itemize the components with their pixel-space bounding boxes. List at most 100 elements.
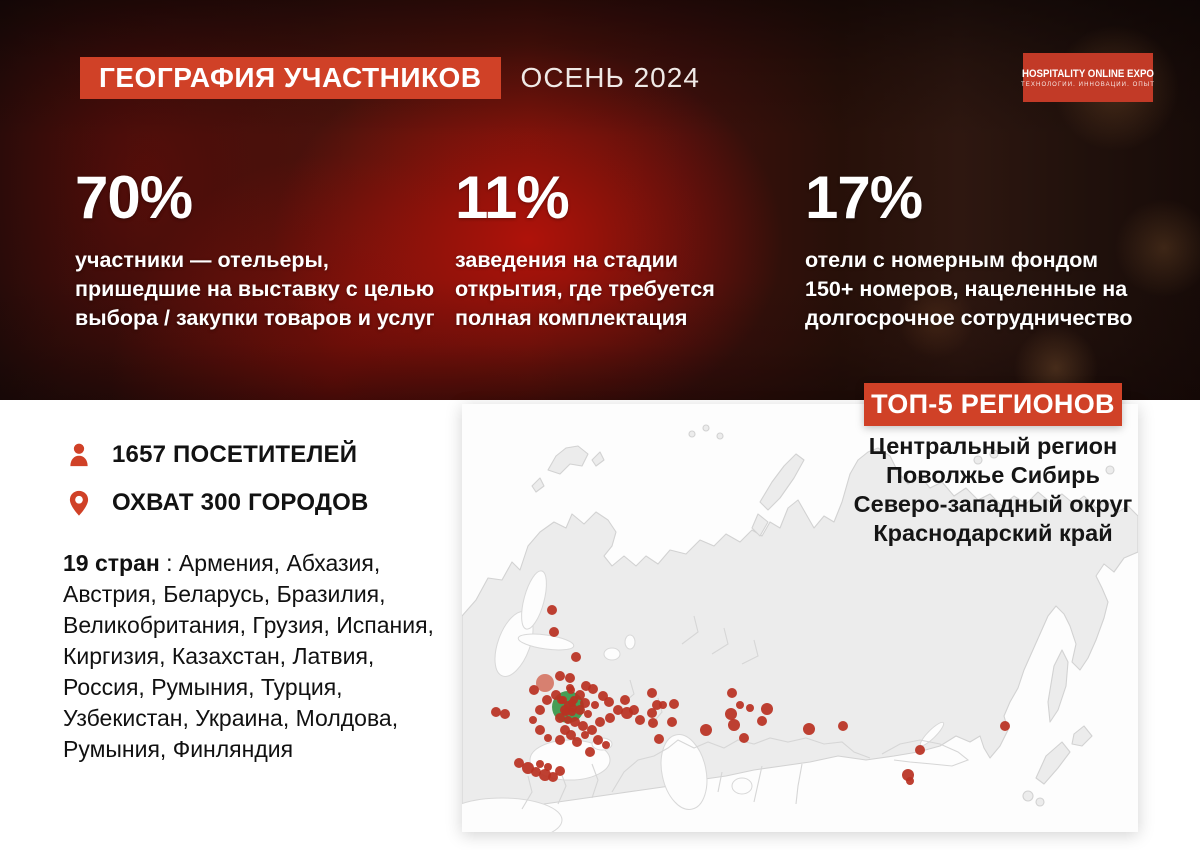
map-dot	[529, 684, 540, 695]
map-dot	[548, 627, 559, 638]
page-title: ГЕОГРАФИЯ УЧАСТНИКОВ	[80, 57, 501, 99]
map-dot	[555, 713, 566, 724]
visitors-count: 1657 ПОСЕТИТЕЛЕЙ	[112, 441, 358, 468]
map-dot	[500, 708, 511, 719]
map-dot	[735, 700, 744, 709]
cities-count: ОХВАТ 300 ГОРОДОВ	[112, 489, 369, 516]
region-item: Центральный регион	[868, 433, 1118, 459]
map-dot	[634, 714, 645, 725]
map-dot	[568, 703, 577, 712]
map-dot	[539, 769, 552, 782]
map-dot	[591, 700, 600, 709]
map-dot	[568, 699, 577, 708]
region-item: Краснодарский край	[873, 520, 1113, 546]
map-dot	[738, 732, 749, 743]
map-dot	[490, 707, 501, 718]
map-dot	[592, 734, 603, 745]
map-dot	[555, 765, 566, 776]
map-dot	[669, 699, 680, 710]
map-dot	[646, 708, 657, 719]
map-dot	[543, 762, 552, 771]
map-pin-icon	[64, 488, 94, 518]
map-dot	[594, 717, 605, 727]
map-dot	[546, 604, 557, 615]
brand-logo-name: HOSPITALITY ONLINE EXPO	[1022, 67, 1154, 80]
map-dot	[745, 703, 754, 712]
map-dot	[542, 695, 553, 706]
map-dot	[535, 759, 544, 768]
map-dot	[555, 671, 566, 682]
stat-description: отели с номерным фондом 150+ номеров, на…	[805, 248, 1133, 330]
hero-background: ГЕОГРАФИЯ УЧАСТНИКОВ ОСЕНЬ 2024 HOSPITAL…	[0, 0, 1200, 400]
map-dot	[550, 690, 561, 701]
map-dot	[568, 708, 577, 717]
map-dot	[667, 717, 678, 727]
visitors-fact: 1657 ПОСЕТИТЕЛЕЙ	[64, 440, 357, 470]
map-dot	[658, 700, 667, 709]
map-dot	[581, 730, 590, 739]
map-dot	[571, 737, 582, 748]
map-dot	[651, 699, 662, 710]
map-dot	[586, 725, 597, 736]
map-dot	[528, 715, 537, 724]
map-dot	[566, 685, 575, 694]
map-dot	[915, 744, 926, 755]
map-cluster	[536, 674, 555, 693]
map-dot	[725, 707, 738, 720]
map-dot	[534, 725, 545, 736]
map-dot	[653, 734, 664, 745]
region-item: Поволжье Сибирь	[886, 462, 1100, 488]
region-item: Северо-западный округ	[853, 491, 1133, 517]
stat-value: 11%	[455, 164, 570, 231]
stat-block-2: 11% заведения на стадии открытия, где тр…	[455, 168, 815, 333]
map-dot	[575, 690, 586, 701]
map-dot	[757, 716, 768, 727]
map-dot	[838, 720, 849, 731]
map-dot	[565, 672, 576, 683]
stat-description: участники — отельеры, пришедшие на выста…	[75, 248, 435, 330]
map-dot	[588, 684, 599, 695]
stat-block-3: 17% отели с номерным фондом 150+ номеров…	[805, 168, 1200, 333]
top5-regions-list: Центральный регион Поволжье Сибирь Север…	[828, 432, 1158, 548]
map-dot	[578, 720, 588, 731]
map-dot	[646, 687, 657, 698]
map-dot	[802, 722, 815, 735]
map-dot	[513, 758, 524, 769]
map-dot	[605, 713, 616, 724]
countries-list: : Армения, Абхазия, Австрия, Беларусь, Б…	[63, 550, 434, 762]
map-dot	[543, 733, 552, 742]
brand-logo: HOSPITALITY ONLINE EXPO ТЕХНОЛОГИИ. ИННО…	[1021, 53, 1155, 102]
map-dot	[564, 715, 573, 724]
map-dot	[534, 705, 545, 716]
map-dot	[598, 690, 609, 701]
stat-value: 70%	[75, 164, 193, 231]
countries-paragraph: 19 стран : Армения, Абхазия, Австрия, Бе…	[63, 548, 468, 765]
map-dot	[760, 703, 773, 716]
stat-description: заведения на стадии открытия, где требуе…	[455, 248, 715, 330]
map-dot	[700, 724, 713, 737]
cities-fact: ОХВАТ 300 ГОРОДОВ	[64, 488, 369, 518]
brand-logo-tagline: ТЕХНОЛОГИИ. ИННОВАЦИИ. ОПЫТ	[1021, 81, 1155, 88]
countries-label: 19 стран	[63, 550, 160, 576]
top5-regions-title: ТОП-5 РЕГИОНОВ	[864, 383, 1122, 426]
map-dot	[905, 777, 914, 786]
map-dot	[727, 719, 740, 731]
stat-value: 17%	[805, 164, 923, 231]
map-dot	[584, 746, 595, 757]
map-dot	[726, 687, 737, 698]
map-dot	[569, 717, 580, 727]
map-dot	[530, 767, 541, 778]
header: ГЕОГРАФИЯ УЧАСТНИКОВ ОСЕНЬ 2024	[80, 57, 700, 99]
stat-block-1: 70% участники — отельеры, пришедшие на в…	[75, 168, 465, 333]
map-dot	[613, 705, 624, 716]
map-dot	[575, 705, 586, 716]
map-dot	[648, 717, 659, 728]
map-dot	[571, 651, 582, 662]
map-dot	[564, 700, 573, 709]
season-label: ОСЕНЬ 2024	[520, 62, 700, 93]
map-dot	[580, 681, 591, 692]
map-panel	[462, 404, 1138, 832]
map-dot	[580, 698, 591, 709]
map-dot	[601, 741, 610, 750]
map-dot	[555, 734, 566, 745]
